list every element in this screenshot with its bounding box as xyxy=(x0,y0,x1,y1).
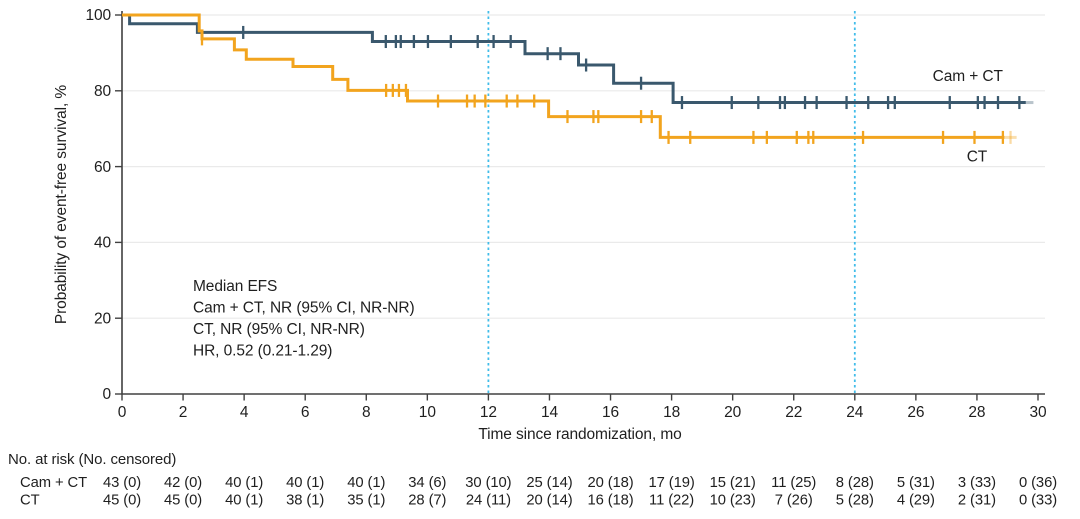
risk-cell: 34 (6) xyxy=(408,475,446,491)
risk-cell: 42 (0) xyxy=(164,475,202,491)
risk-cell: 45 (0) xyxy=(164,493,202,509)
x-tick-label-16: 16 xyxy=(602,404,619,421)
risk-cell: 35 (1) xyxy=(347,493,385,509)
risk-cell: 16 (18) xyxy=(587,493,633,509)
risk-cell: 5 (28) xyxy=(836,493,874,509)
x-tick-label-6: 6 xyxy=(301,404,310,421)
survival-curve-cam-ct xyxy=(122,13,1026,104)
risk-cell: 17 (19) xyxy=(649,475,695,491)
risk-cell: 25 (14) xyxy=(526,475,572,491)
x-tick-label-20: 20 xyxy=(724,404,742,421)
y-tick-label-80: 80 xyxy=(94,83,112,100)
risk-cell: 45 (0) xyxy=(103,493,141,509)
risk-cell: 30 (10) xyxy=(465,475,511,491)
risk-row-label-cam-ct: Cam + CT xyxy=(20,475,87,491)
risk-cell: 40 (1) xyxy=(225,493,263,509)
risk-cell: 15 (21) xyxy=(710,475,756,491)
series-labels: Cam + CT CT xyxy=(933,68,1004,166)
risk-table-heading: No. at risk (No. censored) xyxy=(8,451,176,468)
x-tick-label-18: 18 xyxy=(663,404,680,421)
risk-cell: 2 (31) xyxy=(958,493,996,509)
x-tick-label-0: 0 xyxy=(118,404,127,421)
annotation-line-2: Cam + CT, NR (95% CI, NR-NR) xyxy=(193,300,415,317)
risk-cell: 40 (1) xyxy=(225,475,263,491)
risk-cell: 28 (7) xyxy=(408,493,446,509)
risk-cell: 0 (33) xyxy=(1019,493,1057,509)
x-tick-label-8: 8 xyxy=(362,404,371,421)
y-tick-label-20: 20 xyxy=(94,310,112,327)
x-tick-label-4: 4 xyxy=(240,404,249,421)
survival-curves xyxy=(122,13,1034,144)
risk-cell: 3 (33) xyxy=(958,475,996,491)
risk-cell: 20 (14) xyxy=(526,493,572,509)
y-tick-label-100: 100 xyxy=(85,7,111,24)
number-at-risk-table: No. at risk (No. censored) Cam + CT 43 (0… xyxy=(8,451,1057,509)
x-tick-label-24: 24 xyxy=(846,404,864,421)
risk-cell: 0 (36) xyxy=(1019,475,1057,491)
annotation-line-1: Median EFS xyxy=(193,278,277,295)
risk-cell: 7 (26) xyxy=(775,493,813,509)
risk-cell: 10 (23) xyxy=(710,493,756,509)
risk-cell: 5 (31) xyxy=(897,475,935,491)
risk-cell: 38 (1) xyxy=(286,493,324,509)
annotation-line-4: HR, 0.52 (0.21-1.29) xyxy=(193,343,332,360)
risk-cell: 40 (1) xyxy=(347,475,385,491)
risk-cell: 8 (28) xyxy=(836,475,874,491)
x-tick-label-14: 14 xyxy=(541,404,559,421)
x-tick-label-28: 28 xyxy=(968,404,985,421)
x-axis-title: Time since randomization, mo xyxy=(478,426,681,443)
y-axis-title: Probability of event-free survival, % xyxy=(53,85,70,325)
x-tick-label-10: 10 xyxy=(419,404,437,421)
risk-cell: 24 (11) xyxy=(466,493,511,509)
x-tick-label-30: 30 xyxy=(1029,404,1047,421)
annotation-block: Median EFS Cam + CT, NR (95% CI, NR-NR) CT… xyxy=(193,278,415,360)
x-tick-label-2: 2 xyxy=(179,404,188,421)
annotation-line-3: CT, NR (95% CI, NR-NR) xyxy=(193,321,365,338)
risk-cell: 20 (18) xyxy=(587,475,633,491)
risk-cell: 43 (0) xyxy=(103,475,141,491)
risk-row-label-ct: CT xyxy=(20,493,40,509)
x-tick-label-12: 12 xyxy=(480,404,497,421)
reference-lines xyxy=(487,11,856,394)
x-tick-label-26: 26 xyxy=(907,404,924,421)
series-label-ct: CT xyxy=(967,149,988,166)
risk-cell: 40 (1) xyxy=(286,475,324,491)
y-tick-label-40: 40 xyxy=(94,235,112,252)
risk-cell: 11 (25) xyxy=(771,475,816,491)
y-tick-label-0: 0 xyxy=(102,386,111,403)
risk-cell: 11 (22) xyxy=(649,493,694,509)
series-label-cam-ct: Cam + CT xyxy=(933,68,1004,85)
risk-cell: 4 (29) xyxy=(897,493,935,509)
x-tick-label-22: 22 xyxy=(785,404,802,421)
y-tick-label-60: 60 xyxy=(94,159,112,176)
gridlines xyxy=(122,14,1045,319)
